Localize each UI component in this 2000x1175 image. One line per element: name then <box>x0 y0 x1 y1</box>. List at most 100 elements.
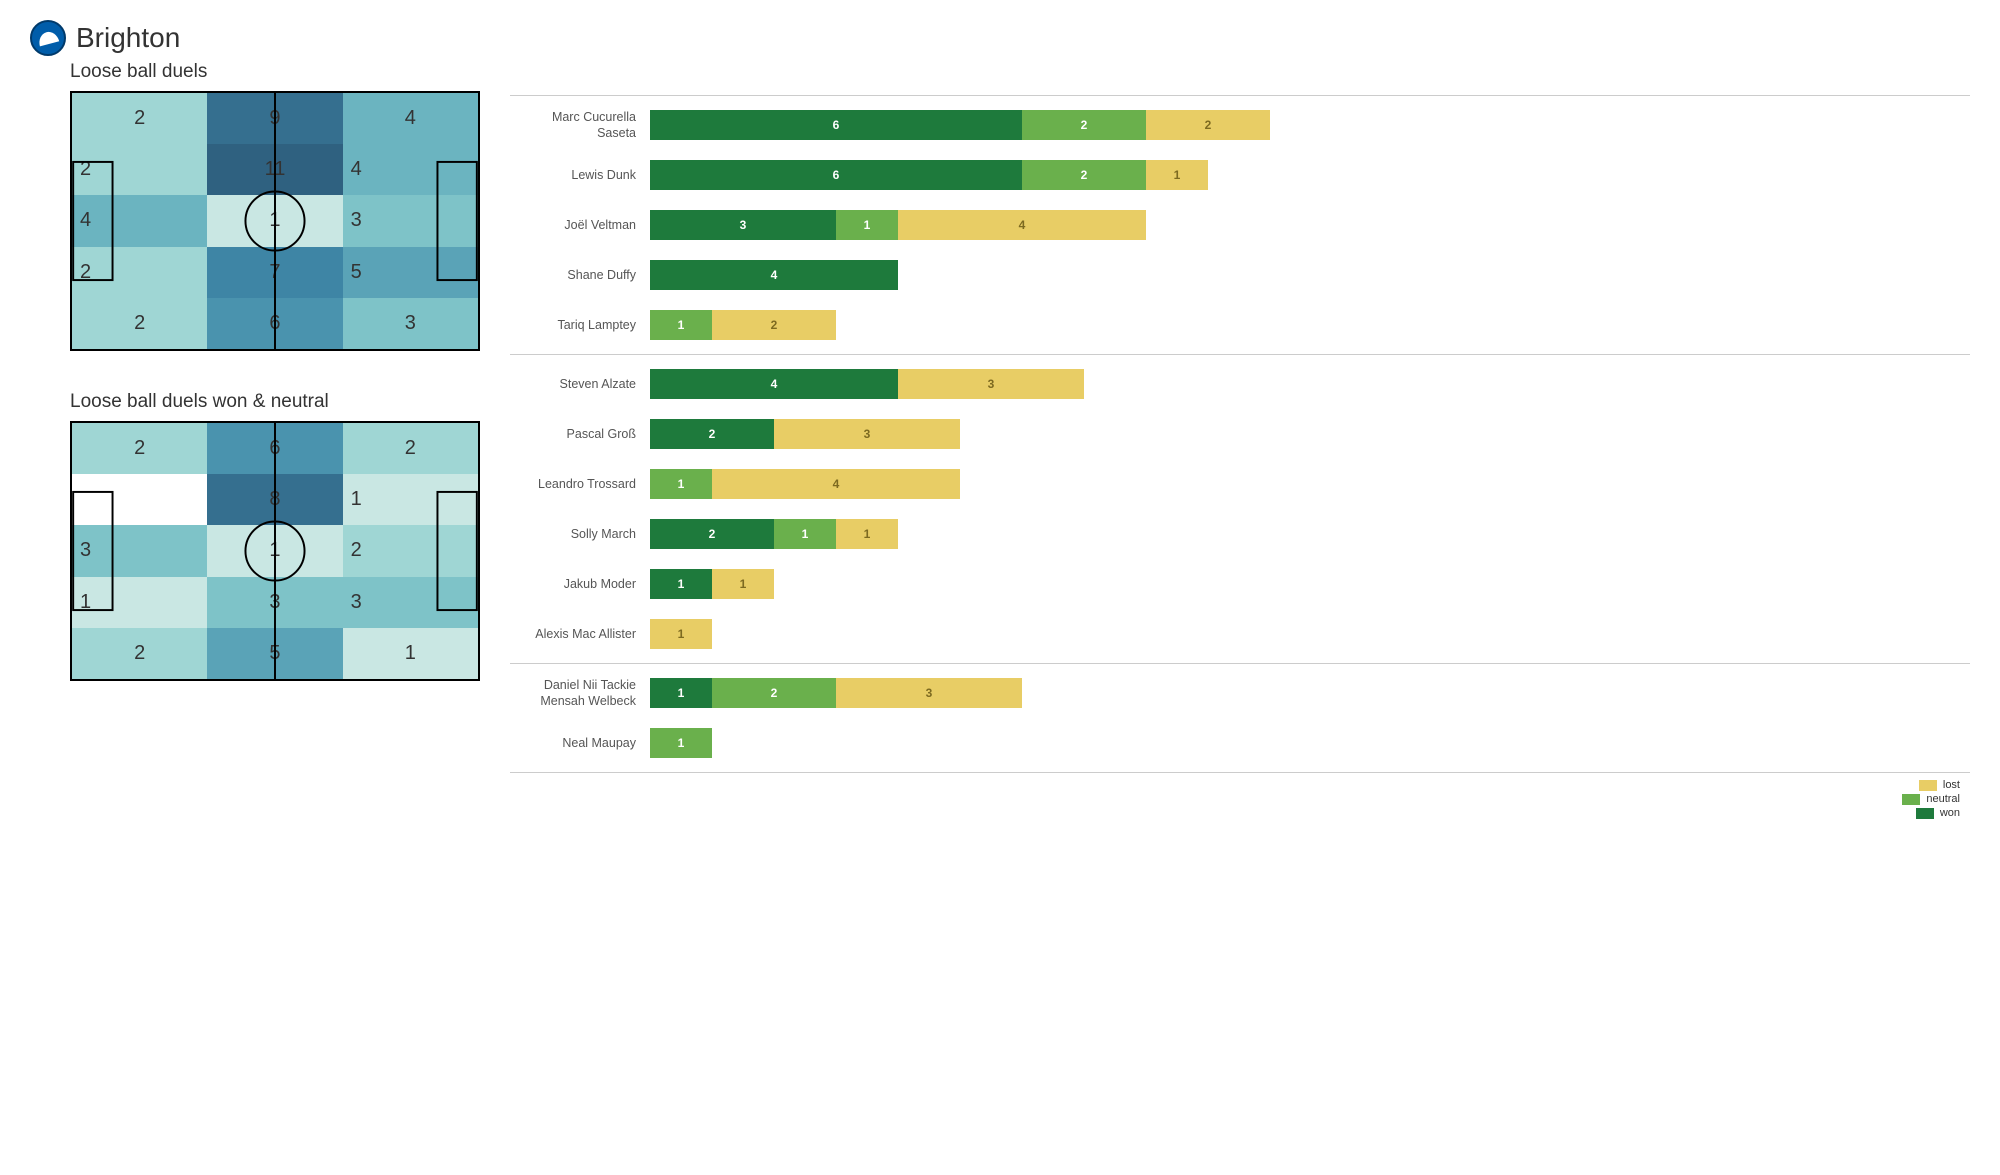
bar-segment-neutral: 2 <box>1022 160 1146 190</box>
player-row: Jakub Moder11 <box>510 559 1970 609</box>
bar-segment-neutral: 1 <box>650 469 712 499</box>
heat-cell: 6 <box>207 298 342 349</box>
bar-segment-won: 1 <box>650 678 712 708</box>
bar-segment-neutral: 1 <box>774 519 836 549</box>
bar-segment-neutral: 1 <box>650 310 712 340</box>
heat-cell: 2 <box>72 247 207 298</box>
bar-segment-won: 4 <box>650 260 898 290</box>
legend-label: won <box>1940 807 1960 819</box>
heat-cell: 3 <box>207 577 342 628</box>
team-title: Brighton <box>76 22 180 54</box>
player-name-label: Jakub Moder <box>510 576 650 592</box>
legend-swatch <box>1916 808 1934 819</box>
bar-segment-won: 2 <box>650 419 774 449</box>
player-row: Shane Duffy4 <box>510 250 1970 300</box>
heat-cell: 3 <box>343 298 478 349</box>
heat-cell: 4 <box>72 195 207 246</box>
player-row: Lewis Dunk621 <box>510 150 1970 200</box>
team-logo <box>30 20 66 56</box>
bar-segment-neutral: 2 <box>712 678 836 708</box>
legend-swatch <box>1919 780 1937 791</box>
bar-chart-column: Marc Cucurella Saseta622Lewis Dunk621Joë… <box>510 61 1970 819</box>
heat-cell: 7 <box>207 247 342 298</box>
heat-cell: 2 <box>72 93 207 144</box>
player-row: Tariq Lamptey12 <box>510 300 1970 350</box>
group-divider <box>510 663 1970 664</box>
bar-segment-lost: 4 <box>712 469 960 499</box>
player-name-label: Tariq Lamptey <box>510 317 650 333</box>
heat-cell: 2 <box>343 525 478 576</box>
bar-segment-won: 3 <box>650 210 836 240</box>
heat-cell: 5 <box>343 247 478 298</box>
heat-cell: 8 <box>207 474 342 525</box>
heat-cell: 1 <box>207 525 342 576</box>
player-row: Alexis Mac Allister1 <box>510 609 1970 659</box>
bar-segment-won: 4 <box>650 369 898 399</box>
player-row: Leandro Trossard14 <box>510 459 1970 509</box>
heat-cell: 3 <box>343 195 478 246</box>
heat-cell: 1 <box>343 474 478 525</box>
player-row: Neal Maupay1 <box>510 718 1970 768</box>
group-divider <box>510 95 1970 96</box>
legend-swatch <box>1902 794 1920 805</box>
bar-segment-lost: 1 <box>1146 160 1208 190</box>
player-row: Pascal Groß23 <box>510 409 1970 459</box>
legend-label: lost <box>1943 779 1960 791</box>
group-divider <box>510 772 1970 773</box>
bar-segment-neutral: 1 <box>650 728 712 758</box>
player-name-label: Leandro Trossard <box>510 476 650 492</box>
heat-cell: 6 <box>207 423 342 474</box>
player-name-label: Alexis Mac Allister <box>510 626 650 642</box>
bar-segment-won: 6 <box>650 110 1022 140</box>
player-name-label: Neal Maupay <box>510 735 650 751</box>
legend-item-won: won <box>1916 807 1960 819</box>
heat-cell: 2 <box>72 144 207 195</box>
heat-cell: 5 <box>207 628 342 679</box>
player-name-label: Daniel Nii Tackie Mensah Welbeck <box>510 677 650 710</box>
heat-cell: 2 <box>72 628 207 679</box>
bar-segment-neutral: 2 <box>1022 110 1146 140</box>
heatmap-1-pitch: 2942114413275263 <box>70 91 480 351</box>
player-row: Steven Alzate43 <box>510 359 1970 409</box>
bar-segment-lost: 2 <box>1146 110 1270 140</box>
player-name-label: Pascal Groß <box>510 426 650 442</box>
bar-segment-won: 2 <box>650 519 774 549</box>
group-divider <box>510 354 1970 355</box>
player-name-label: Marc Cucurella Saseta <box>510 109 650 142</box>
heat-cell: 4 <box>343 93 478 144</box>
player-row: Joël Veltman314 <box>510 200 1970 250</box>
bar-segment-lost: 4 <box>898 210 1146 240</box>
player-row: Daniel Nii Tackie Mensah Welbeck123 <box>510 668 1970 718</box>
heat-cell <box>72 474 207 525</box>
bar-segment-neutral: 1 <box>836 210 898 240</box>
player-name-label: Joël Veltman <box>510 217 650 233</box>
heatmap-1-title: Loose ball duels <box>70 61 460 83</box>
heat-cell: 2 <box>72 423 207 474</box>
player-name-label: Solly March <box>510 526 650 542</box>
heat-cell: 9 <box>207 93 342 144</box>
player-row: Marc Cucurella Saseta622 <box>510 100 1970 150</box>
bar-segment-won: 1 <box>650 569 712 599</box>
bar-segment-won: 6 <box>650 160 1022 190</box>
bar-segment-lost: 3 <box>836 678 1022 708</box>
bar-segment-lost: 1 <box>836 519 898 549</box>
heat-cell: 11 <box>207 144 342 195</box>
player-name-label: Lewis Dunk <box>510 167 650 183</box>
player-name-label: Steven Alzate <box>510 376 650 392</box>
bar-segment-lost: 1 <box>712 569 774 599</box>
heatmaps-column: Loose ball duels 2942114413275263 Loose … <box>30 61 460 819</box>
heat-cell: 2 <box>343 423 478 474</box>
heat-cell: 3 <box>72 525 207 576</box>
legend-item-neutral: neutral <box>1902 793 1960 805</box>
heatmap-2-section: Loose ball duels won & neutral 262813121… <box>70 391 460 681</box>
heat-cell: 2 <box>72 298 207 349</box>
legend-label: neutral <box>1926 793 1960 805</box>
bar-segment-lost: 1 <box>650 619 712 649</box>
bar-segment-lost: 3 <box>774 419 960 449</box>
bar-legend: lost neutral won <box>510 779 1970 819</box>
heatmap-1-section: Loose ball duels 2942114413275263 <box>70 61 460 351</box>
bar-segment-lost: 3 <box>898 369 1084 399</box>
heat-cell: 1 <box>343 628 478 679</box>
bar-segment-lost: 2 <box>712 310 836 340</box>
player-row: Solly March211 <box>510 509 1970 559</box>
